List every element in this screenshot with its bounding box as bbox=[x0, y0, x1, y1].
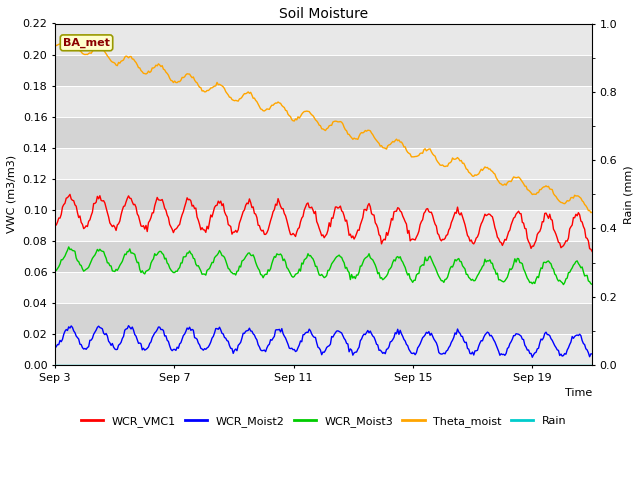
Bar bbox=[55, 55, 592, 85]
Bar bbox=[55, 272, 592, 303]
Y-axis label: VWC (m3/m3): VWC (m3/m3) bbox=[7, 155, 17, 233]
Bar bbox=[55, 210, 592, 241]
Y-axis label: Rain (mm): Rain (mm) bbox=[623, 165, 633, 224]
Bar bbox=[55, 148, 592, 179]
Bar bbox=[55, 117, 592, 148]
X-axis label: Time: Time bbox=[565, 388, 592, 398]
Bar bbox=[55, 241, 592, 272]
Bar bbox=[55, 303, 592, 334]
Bar bbox=[55, 179, 592, 210]
Title: Soil Moisture: Soil Moisture bbox=[279, 7, 368, 21]
Bar bbox=[55, 85, 592, 117]
Bar bbox=[55, 334, 592, 365]
Bar bbox=[55, 24, 592, 55]
Legend: WCR_VMC1, WCR_Moist2, WCR_Moist3, Theta_moist, Rain: WCR_VMC1, WCR_Moist2, WCR_Moist3, Theta_… bbox=[76, 411, 571, 431]
Text: BA_met: BA_met bbox=[63, 38, 110, 48]
